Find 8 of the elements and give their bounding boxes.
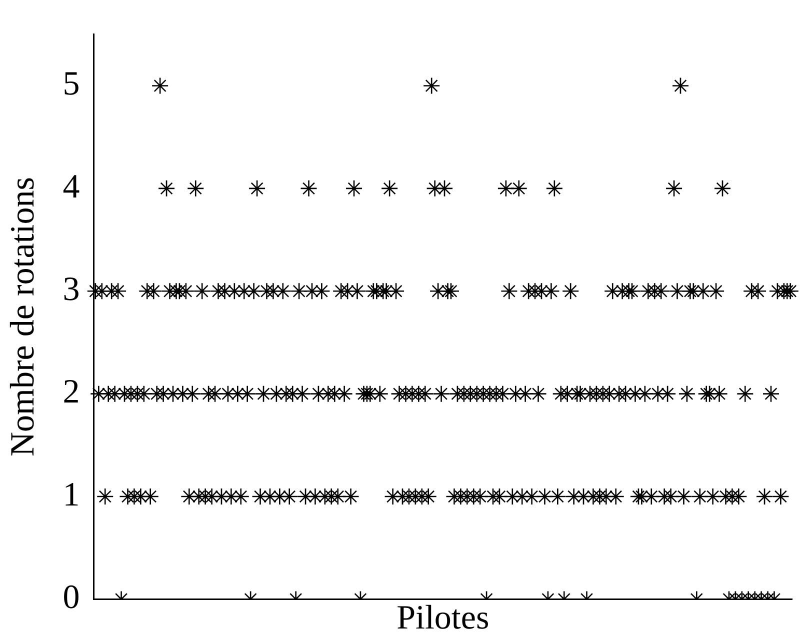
y-tick-label: 0 (62, 579, 80, 616)
x-axis-title: Pilotes (396, 600, 490, 637)
y-tick-label: 5 (62, 66, 80, 103)
y-tick-label: 2 (62, 374, 80, 411)
y-tick-label: 3 (62, 271, 80, 308)
y-tick-label: 1 (62, 476, 80, 514)
y-axis-title: Nombre de rotations (4, 177, 42, 457)
y-tick-label: 4 (62, 168, 80, 206)
